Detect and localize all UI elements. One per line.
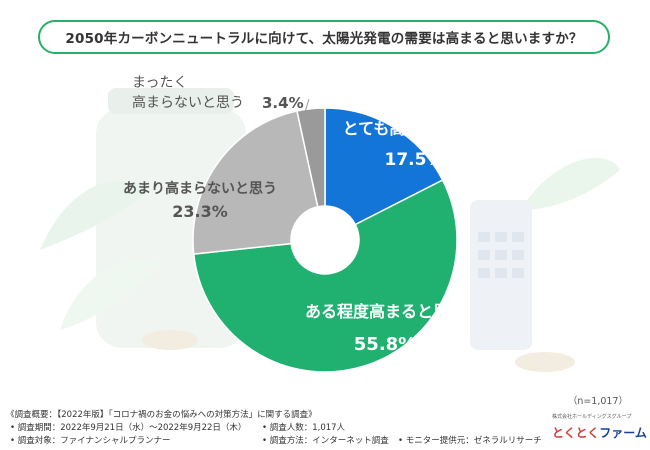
survey-period: • 調査期間：2022年9月21日（水）～2022年9月22日（木） (10, 423, 247, 433)
logo-mark: とくとく (552, 426, 600, 440)
slice-value-1: 17.5% (385, 150, 444, 170)
chart-title: 2050年カーボンニュートラルに向けて、太陽光発電の需要は高まると思いますか？ (38, 20, 610, 54)
slice-label-2: ある程度高まると思う (305, 302, 465, 321)
coin-shape-right (515, 352, 575, 372)
slice-value-3: 23.3% (172, 202, 228, 221)
survey-provider: • モニター提供元：ゼネラルリサーチ (398, 436, 542, 446)
sample-size-note: （n=1,017） (567, 396, 628, 407)
leader-line (304, 98, 312, 113)
pie-slice-2 (192, 179, 458, 373)
survey-target: • 調査対象：ファイナンシャルプランナー (10, 436, 171, 446)
survey-method: • 調査方法：インターネット調査 (262, 436, 389, 446)
company-logo: とくとくファーム (552, 424, 647, 441)
jar-lid-shape (108, 88, 234, 114)
pie-slice-3 (192, 110, 319, 255)
logo-name: ファーム (599, 426, 647, 440)
slice-label-3: あまり高まらないと思う (123, 180, 277, 197)
leaf-shape-left (40, 180, 150, 250)
slice-value-2: 55.8% (354, 334, 416, 355)
logo-subtitle: 株式会社ホールディングスグループ (552, 414, 632, 420)
calculator-keys (478, 232, 524, 278)
leaf-shape-left-2 (60, 260, 160, 330)
slice-label-1: とても高まると思う (343, 119, 486, 138)
leaf-shape-right (520, 158, 620, 210)
survey-footer: 《調査概要：【2022年版】「コロナ禍のお金の悩みへの対策方法」に関する調査》 … (0, 406, 650, 450)
slice-label-4-line-2: 高まらないと思う (132, 94, 244, 111)
slice-value-4: 3.4% (262, 94, 304, 112)
survey-summary: 《調査概要：【2022年版】「コロナ禍のお金の悩みへの対策方法」に関する調査》 (6, 410, 317, 420)
pie-slice-1 (324, 107, 444, 226)
coin-shape (142, 330, 198, 350)
slice-label-4-line-1: まったく (132, 75, 187, 91)
survey-count: • 調査人数：1,017人 (262, 423, 346, 433)
